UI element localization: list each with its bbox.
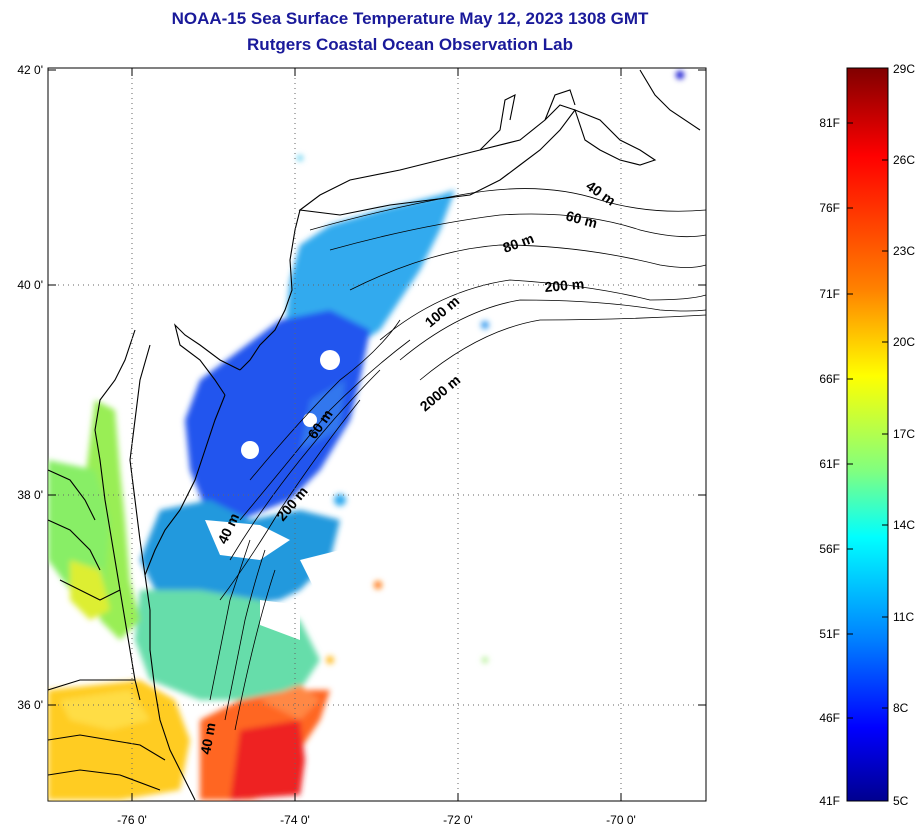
sst-imagery — [48, 71, 684, 800]
colorbar-c-label: 17C — [893, 427, 915, 441]
isobaths — [209, 188, 706, 731]
colorbar-f-label: 76F — [819, 201, 840, 215]
colorbar-f-label: 71F — [819, 287, 840, 301]
colorbar-c-label: 14C — [893, 518, 915, 532]
lon-label: -74 0' — [280, 813, 310, 827]
colorbar-c-label: 23C — [893, 244, 915, 258]
depth-label: 60 m — [564, 207, 599, 231]
colorbar-c-label: 11C — [893, 610, 914, 624]
colorbar-f-label: 56F — [819, 542, 840, 556]
colorbar-f-label: 51F — [819, 627, 840, 641]
lat-label: 42 0' — [17, 63, 43, 77]
colorbar-f-label: 81F — [819, 116, 840, 130]
axis-ticks — [48, 68, 706, 801]
colorbar — [846, 67, 889, 802]
colorbar-f-label: 46F — [819, 711, 840, 725]
colorbar-c-label: 8C — [893, 701, 909, 715]
depth-label: 40 m — [197, 721, 218, 755]
map-title: NOAA-15 Sea Surface Temperature May 12, … — [171, 9, 649, 28]
cloud-mask — [205, 350, 360, 640]
lat-label: 38 0' — [17, 488, 43, 502]
lon-label: -72 0' — [443, 813, 473, 827]
colorbar-ticks — [847, 122, 888, 719]
colorbar-f-label: 41F — [819, 794, 840, 808]
map-subtitle: Rutgers Coastal Ocean Observation Lab — [247, 35, 573, 54]
lat-label: 36 0' — [17, 698, 43, 712]
graticule — [48, 68, 706, 801]
lat-label: 40 0' — [17, 278, 43, 292]
colorbar-c-label: 26C — [893, 153, 915, 167]
lon-label: -76 0' — [117, 813, 147, 827]
colorbar-f-label: 66F — [819, 372, 840, 386]
colorbar-c-label: 20C — [893, 335, 915, 349]
depth-label: 200 m — [544, 276, 585, 295]
colorbar-c-label: 5C — [893, 794, 909, 808]
coastline — [48, 69, 701, 801]
lon-label: -70 0' — [606, 813, 636, 827]
colorbar-f-label: 61F — [819, 457, 840, 471]
colorbar-c-label: 29C — [893, 62, 915, 76]
